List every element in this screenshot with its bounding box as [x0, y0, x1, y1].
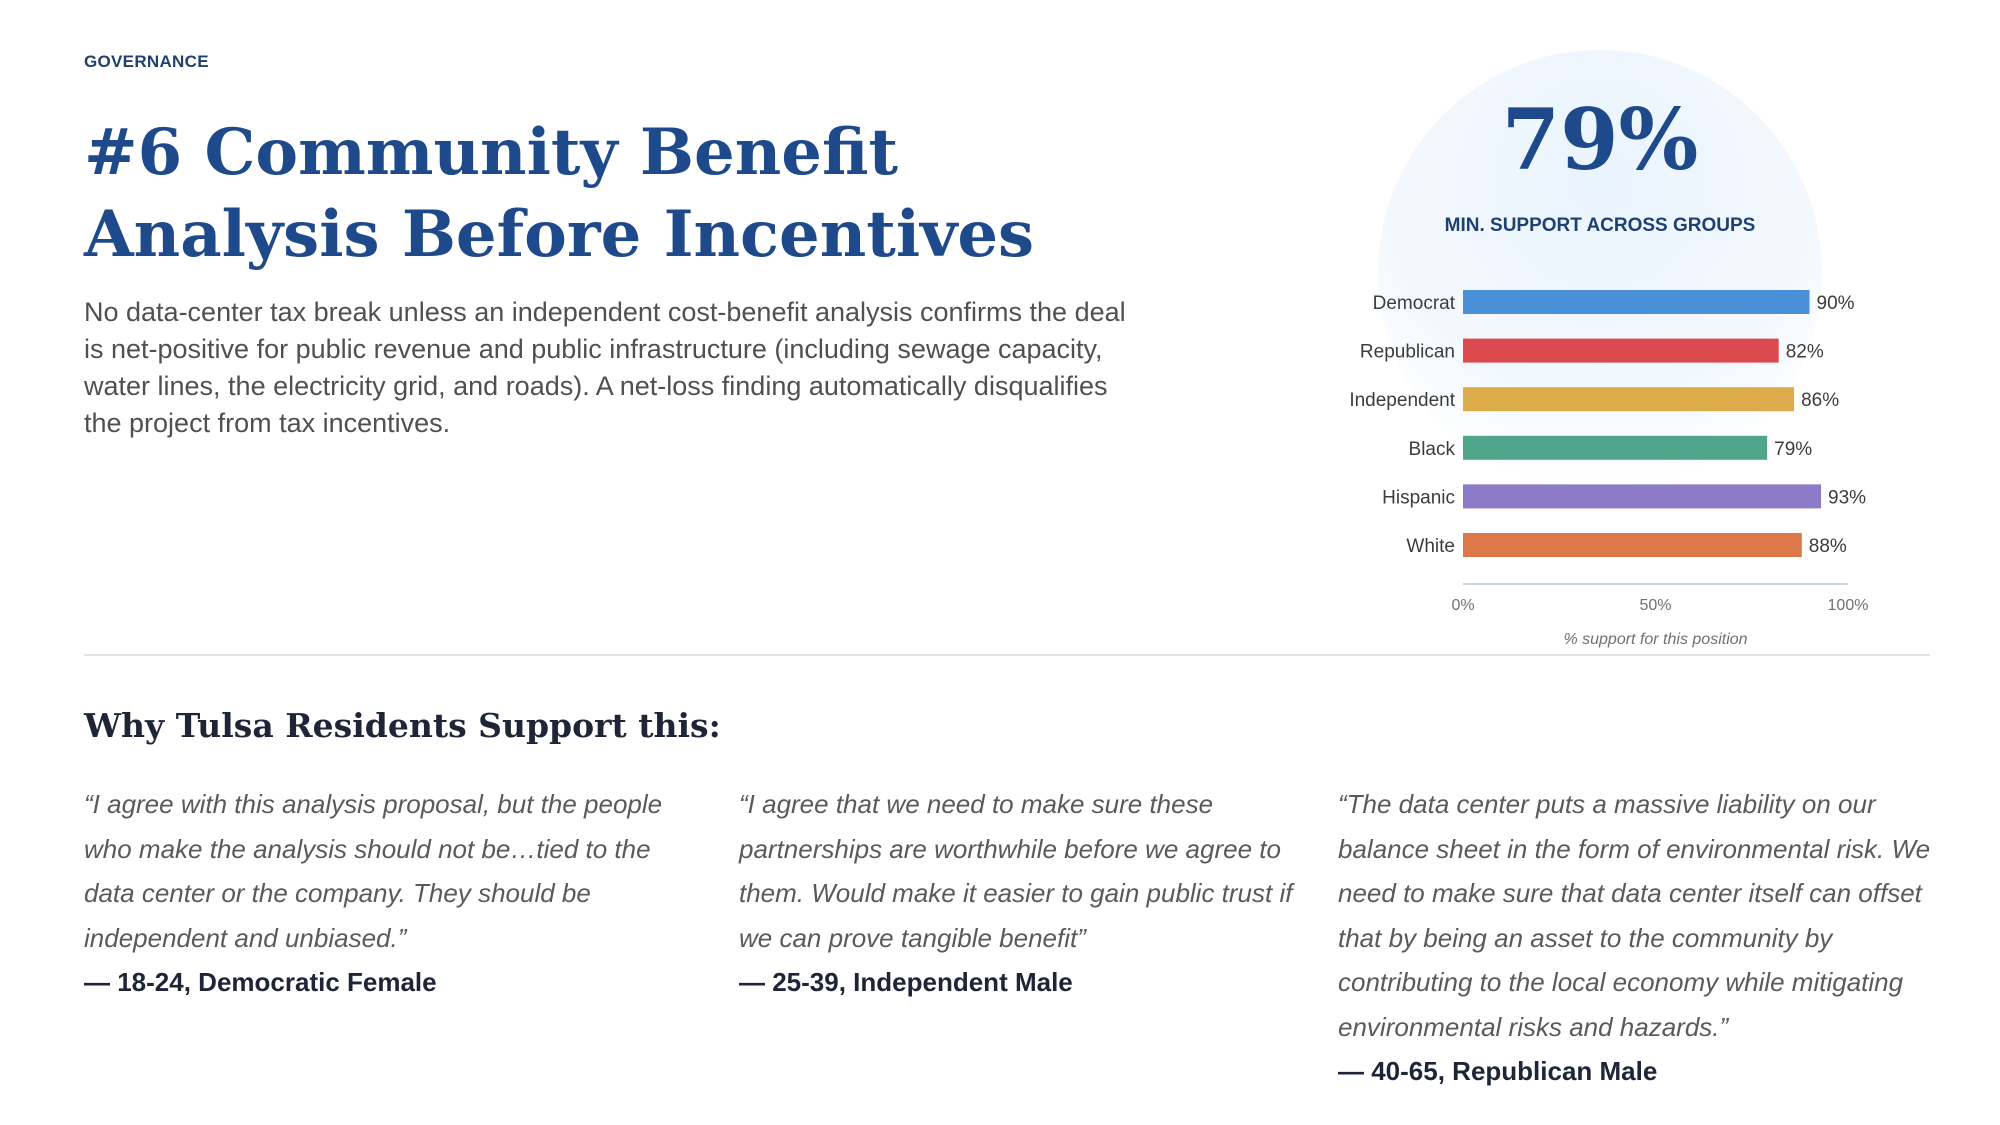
quote-card: “The data center puts a massive liabilit… — [1338, 782, 1938, 1094]
x-tick-label: 100% — [1828, 597, 1869, 614]
section-tag: GOVERNANCE — [84, 52, 209, 71]
position-description: No data-center tax break unless an indep… — [84, 297, 1126, 438]
bar — [1463, 290, 1810, 314]
quote-card: “I agree with this analysis proposal, bu… — [84, 782, 684, 1005]
headline-stat-value: 79% — [1501, 90, 1699, 189]
category-label: Black — [1409, 439, 1456, 460]
quote-attribution: — 18-24, Democratic Female — [84, 967, 437, 997]
support-bar-chart: Democrat 90% Republican 82% Independent 86% Bl… — [1349, 290, 1869, 648]
category-label: Hispanic — [1382, 487, 1455, 508]
x-axis-label: % support for this position — [1563, 631, 1747, 648]
data-label: 86% — [1801, 390, 1839, 411]
bar — [1463, 533, 1802, 557]
headline-stat-label: MIN. SUPPORT ACROSS GROUPS — [1444, 215, 1756, 236]
quote-text: “I agree that we need to make sure these… — [739, 789, 1293, 953]
x-tick-label: 50% — [1639, 597, 1671, 614]
category-label: Republican — [1360, 342, 1455, 363]
data-label: 82% — [1786, 342, 1824, 363]
quote-attribution: — 25-39, Independent Male — [739, 967, 1073, 997]
bar — [1463, 484, 1822, 509]
why-heading: Why Tulsa Residents Support this: — [84, 706, 721, 745]
category-label: Democrat — [1373, 293, 1456, 314]
data-label: 79% — [1774, 439, 1812, 460]
data-label: 88% — [1809, 536, 1847, 557]
bar — [1463, 387, 1795, 412]
quote-text: “The data center puts a massive liabilit… — [1338, 789, 1931, 1042]
quote-text: “I agree with this analysis proposal, bu… — [84, 789, 663, 953]
category-label: Independent — [1349, 390, 1455, 411]
stat-background-circle — [1378, 50, 1822, 494]
page-title: #6 Community Benefit Analysis Before Inc… — [84, 115, 1035, 272]
quote-attribution: — 40-65, Republican Male — [1338, 1056, 1658, 1086]
quote-card: “I agree that we need to make sure these… — [739, 782, 1324, 1005]
bar — [1463, 338, 1779, 363]
data-label: 90% — [1817, 293, 1855, 314]
section-divider — [84, 654, 1930, 656]
x-tick-label: 0% — [1451, 597, 1474, 614]
data-label: 93% — [1828, 487, 1866, 508]
category-label: White — [1406, 536, 1455, 557]
bar — [1463, 435, 1768, 460]
